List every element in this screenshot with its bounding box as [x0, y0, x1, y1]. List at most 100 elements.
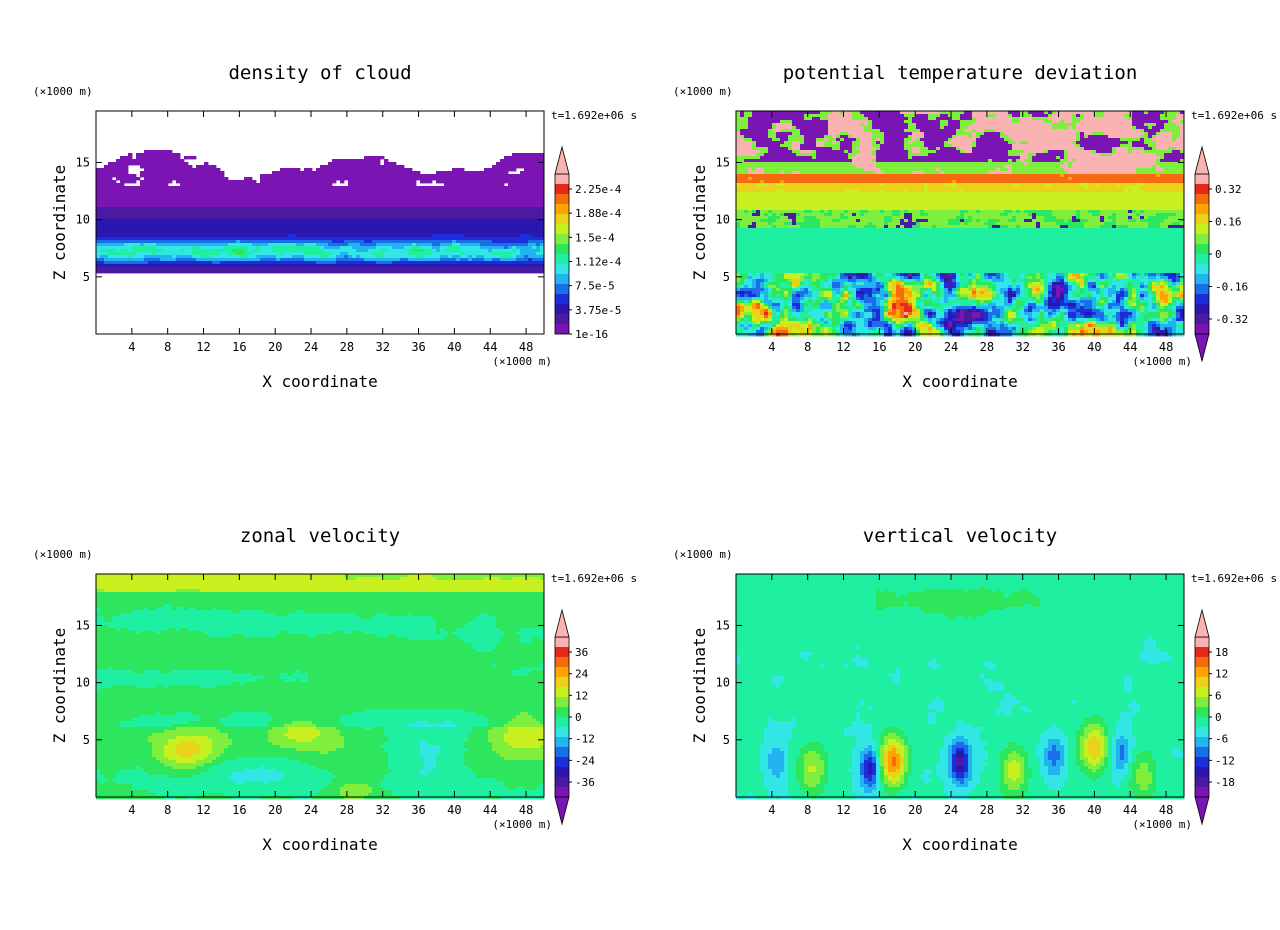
field-cell: [516, 216, 520, 219]
field-cell: [492, 231, 496, 234]
field-cell: [476, 225, 480, 228]
field-cell: [1080, 114, 1084, 117]
field-cell: [1136, 132, 1140, 135]
field-cell: [736, 117, 740, 120]
field-cell: [308, 174, 312, 177]
field-cell: [352, 204, 356, 207]
field-cell: [268, 243, 272, 246]
field-cell: [772, 117, 776, 120]
field-cell: [524, 159, 528, 162]
field-cell: [440, 255, 444, 258]
field-cell: [284, 270, 288, 273]
field-cell: [740, 129, 744, 132]
field-cell: [520, 171, 524, 174]
field-cell: [212, 246, 216, 249]
field-cell: [504, 162, 508, 165]
field-cell: [1128, 129, 1132, 132]
field-cell: [460, 246, 464, 249]
field-cell: [124, 207, 128, 210]
field-cell: [804, 126, 808, 129]
field-cell: [268, 210, 272, 213]
field-cell: [120, 264, 124, 267]
field-cell: [528, 261, 532, 264]
field-cell: [364, 228, 368, 231]
field-cell: [176, 204, 180, 207]
field-cell: [168, 195, 172, 198]
field-cell: [532, 171, 536, 174]
field-cell: [464, 189, 468, 192]
field-cell: [376, 198, 380, 201]
field-cell: [104, 246, 108, 249]
field-cell: [328, 216, 332, 219]
field-cell: [456, 249, 460, 252]
field-cell: [200, 165, 204, 168]
field-cell: [400, 198, 404, 201]
field-cell: [248, 225, 252, 228]
field-cell: [188, 219, 192, 222]
field-cell: [236, 183, 240, 186]
field-cell: [252, 270, 256, 273]
field-cell: [404, 240, 408, 243]
field-cell: [372, 198, 376, 201]
field-cell: [280, 267, 284, 270]
field-cell: [1164, 123, 1168, 126]
field-cell: [396, 240, 400, 243]
field-cell: [792, 129, 796, 132]
field-cell: [460, 174, 464, 177]
field-cell: [768, 126, 772, 129]
field-cell: [120, 174, 124, 177]
field-cell: [456, 228, 460, 231]
field-cell: [408, 201, 412, 204]
field-cell: [496, 264, 500, 267]
field-cell: [532, 177, 536, 180]
field-cell: [360, 225, 364, 228]
field-cell: [480, 183, 484, 186]
field-cell: [900, 129, 904, 132]
field-cell: [792, 111, 796, 114]
field-cell: [332, 255, 336, 258]
field-cell: [1072, 129, 1076, 132]
field-cell: [344, 249, 348, 252]
field-cell: [276, 213, 280, 216]
field-cell: [128, 243, 132, 246]
field-cell: [392, 216, 396, 219]
field-cell: [360, 270, 364, 273]
field-cell: [1076, 120, 1080, 123]
field-cell: [464, 177, 468, 180]
field-cell: [368, 240, 372, 243]
field-cell: [120, 207, 124, 210]
field-cell: [184, 189, 188, 192]
field-cell: [124, 228, 128, 231]
field-cell: [140, 216, 144, 219]
field-cell: [336, 174, 340, 177]
field-cell: [100, 267, 104, 270]
field-cell: [472, 231, 476, 234]
field-cell: [840, 126, 844, 129]
field-cell: [236, 228, 240, 231]
field-cell: [280, 252, 284, 255]
field-cell: [856, 123, 860, 126]
field-cell: [776, 120, 780, 123]
field-cell: [220, 219, 224, 222]
field-cell: [1100, 123, 1104, 126]
field-cell: [324, 231, 328, 234]
field-cell: [884, 114, 888, 117]
field-cell: [344, 246, 348, 249]
field-cell: [228, 180, 232, 183]
field-cell: [776, 114, 780, 117]
field-cell: [268, 192, 272, 195]
field-cell: [100, 171, 104, 174]
field-cell: [96, 243, 100, 246]
field-cell: [256, 189, 260, 192]
field-cell: [328, 258, 332, 261]
field-cell: [448, 186, 452, 189]
field-cell: [376, 267, 380, 270]
field-cell: [356, 174, 360, 177]
field-cell: [1104, 132, 1108, 135]
field-cell: [396, 264, 400, 267]
field-cell: [496, 210, 500, 213]
field-cell: [496, 234, 500, 237]
field-cell: [388, 234, 392, 237]
field-cell: [324, 210, 328, 213]
field-cell: [348, 198, 352, 201]
